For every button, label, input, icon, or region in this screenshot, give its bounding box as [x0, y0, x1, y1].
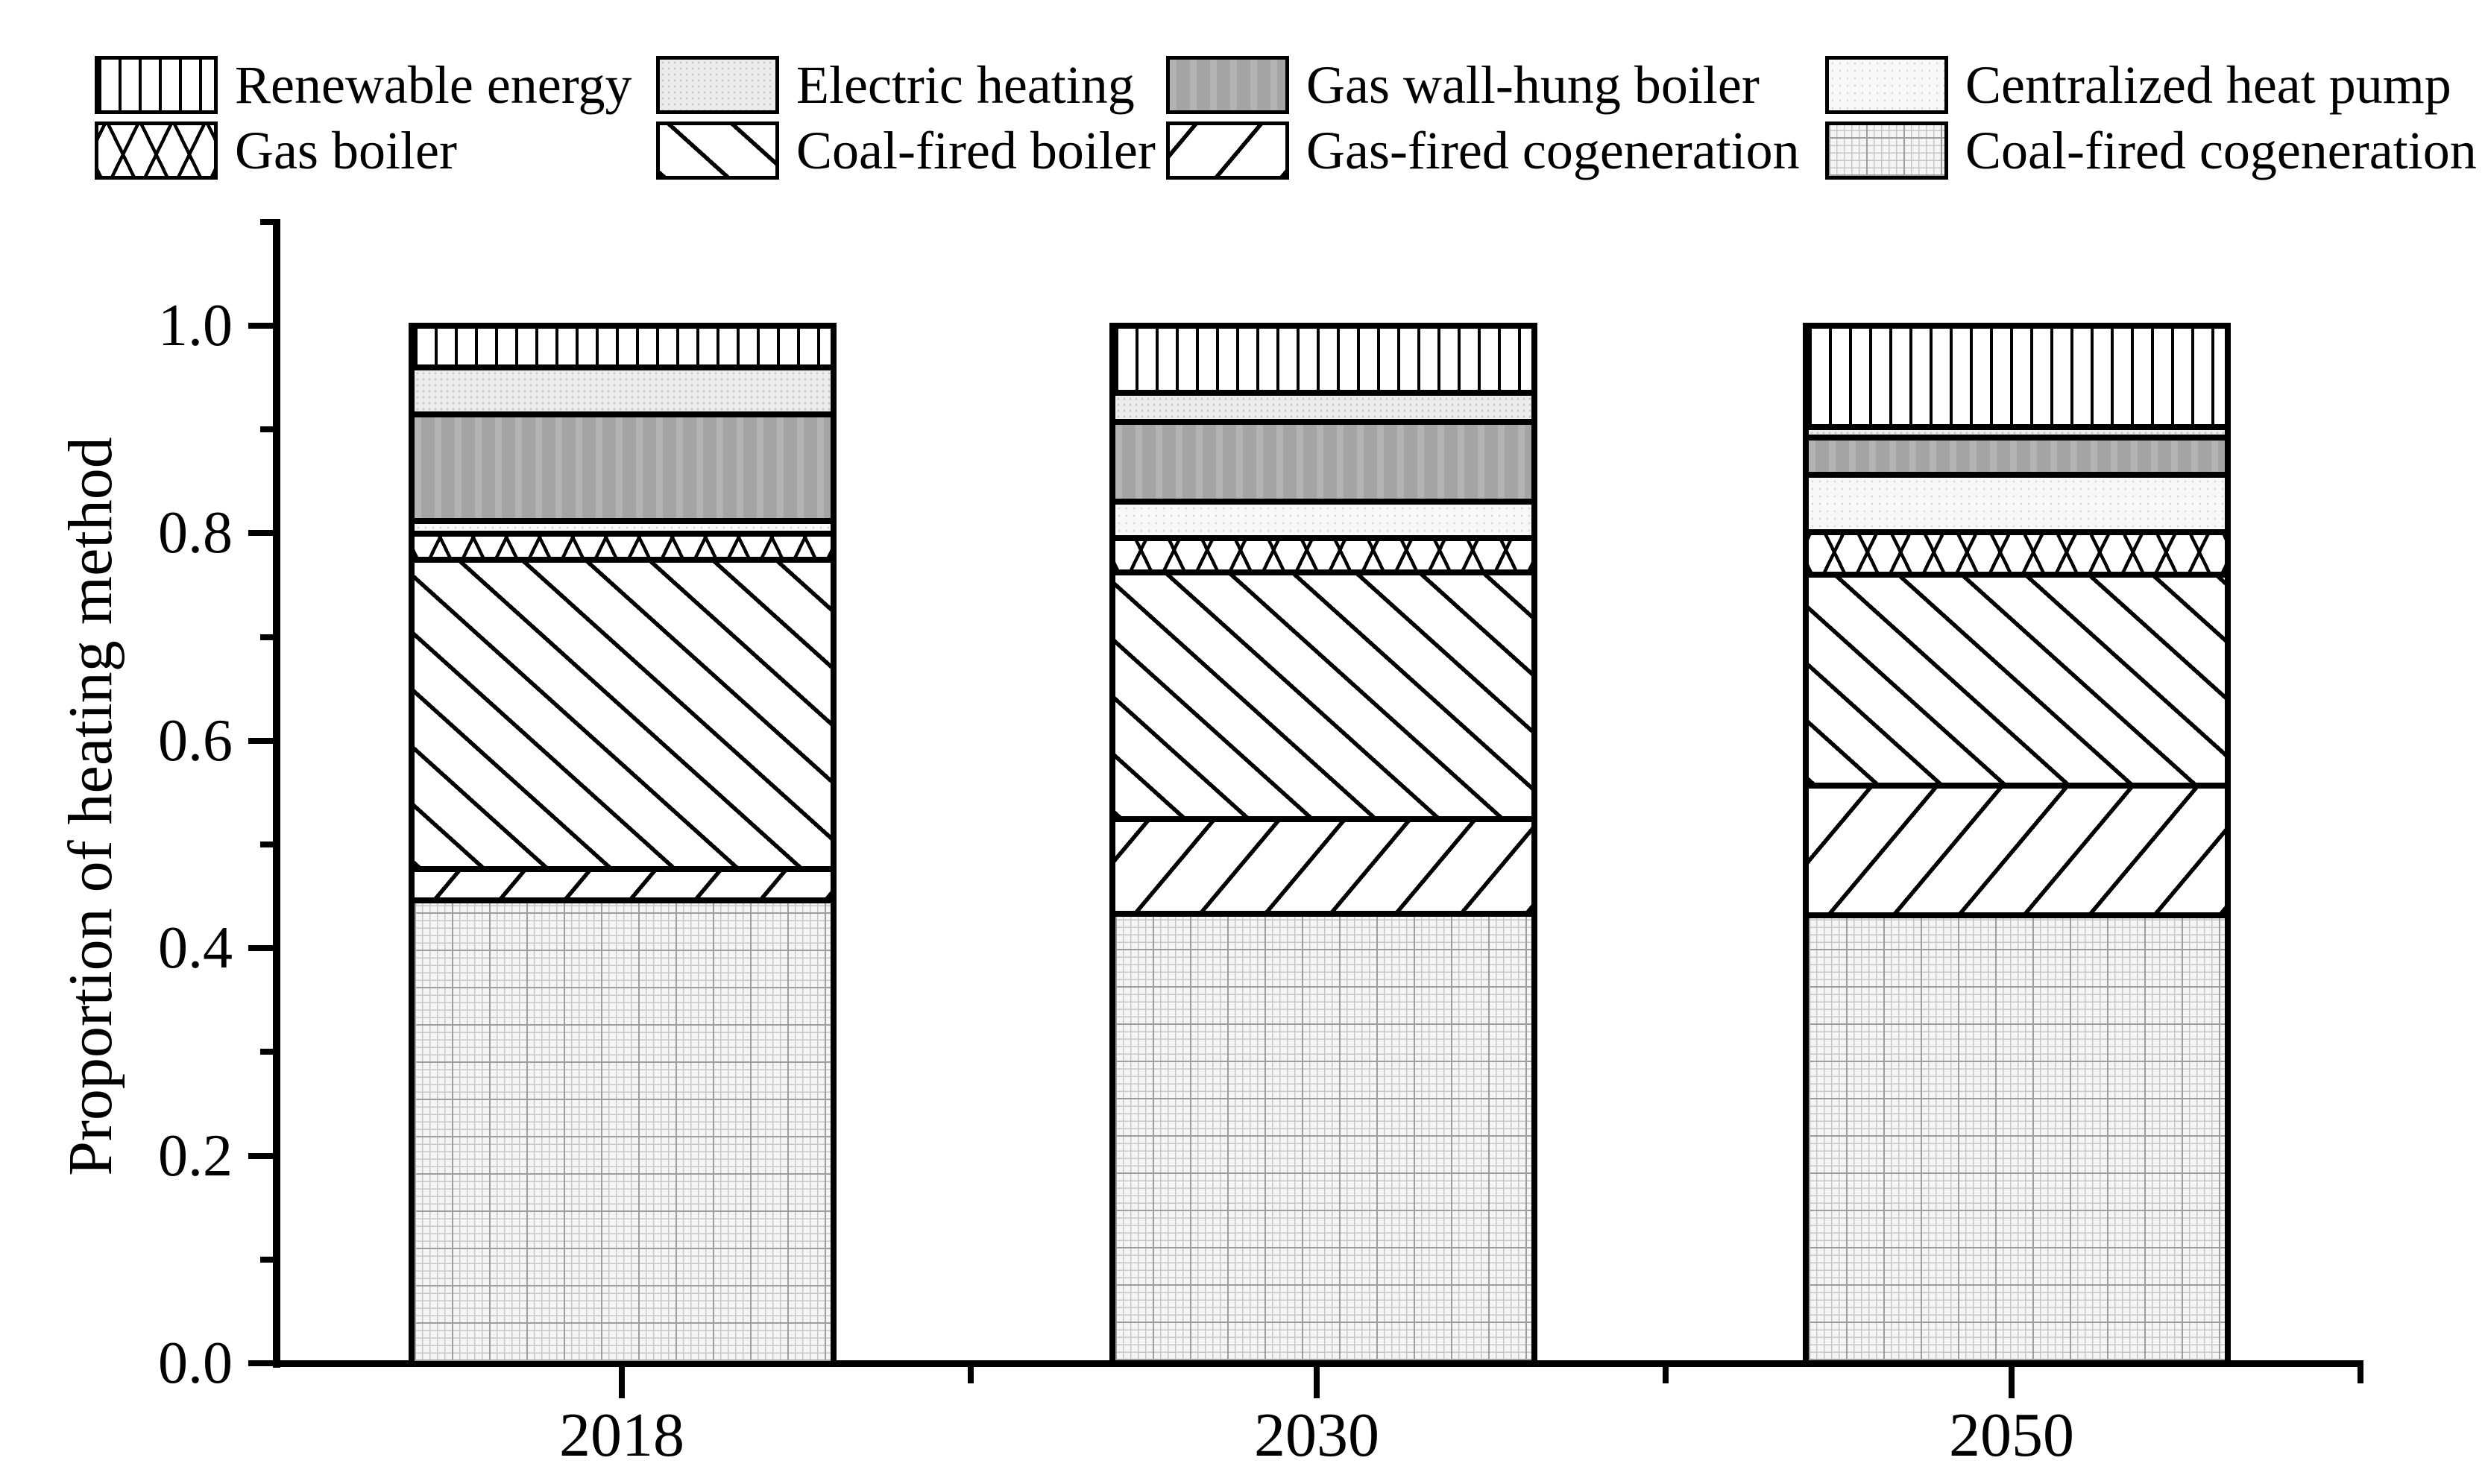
- legend-swatch-solid-medium-gray: [1166, 56, 1289, 114]
- stacked-bar-2050: [1803, 323, 2231, 1366]
- bar-segment: [1806, 786, 2228, 915]
- x-minor-tick: [1663, 1367, 1669, 1383]
- x-major-tick: [619, 1367, 625, 1398]
- bar-segment: [1806, 475, 2228, 532]
- x-tick-label: 2030: [1254, 1401, 1379, 1470]
- y-tick-label: 0.2: [158, 1123, 233, 1189]
- legend-item-label: Centralized heat pump: [1965, 55, 2451, 115]
- bar-segment: [1112, 502, 1534, 538]
- y-tick-label: 0.6: [158, 707, 233, 774]
- legend-item-label: Coal-fired boiler: [796, 121, 1156, 180]
- legend-swatch-backslash-hatch: [656, 121, 779, 180]
- x-major-tick: [2009, 1367, 2015, 1398]
- bar-segment: [412, 521, 834, 534]
- x-minor-tick: [2358, 1367, 2363, 1383]
- legend-item-label: Electric heating: [796, 55, 1135, 115]
- legend-item-label: Coal-fired cogeneration: [1965, 121, 2477, 180]
- bar-segment: [1112, 572, 1534, 819]
- stacked-bar-2030: [1109, 323, 1537, 1366]
- y-minor-tick: [260, 218, 274, 225]
- x-major-tick: [1314, 1367, 1320, 1398]
- y-major-tick: [248, 530, 274, 537]
- y-major-tick: [248, 1360, 274, 1366]
- legend-swatch-vertical-stripes: [95, 56, 218, 114]
- bar-segment: [412, 326, 834, 367]
- bar-segment: [412, 869, 834, 900]
- y-minor-tick: [260, 842, 274, 847]
- bar-segment: [1806, 575, 2228, 786]
- legend-swatch-light-gray-dots: [656, 56, 779, 114]
- legend-swatch-sparse-dots-white: [1825, 56, 1948, 114]
- bar-segment: [1112, 819, 1534, 914]
- legend-item-label: Renewable energy: [235, 55, 632, 115]
- bar-segment: [1806, 532, 2228, 575]
- y-major-tick: [248, 945, 274, 952]
- bar-segment: [412, 534, 834, 560]
- x-tick-label: 2050: [1949, 1401, 2074, 1470]
- bar-segment: [412, 414, 834, 521]
- legend-swatch-fine-grid: [1825, 121, 1948, 180]
- bar-segment: [1112, 422, 1534, 502]
- y-tick-label: 1.0: [158, 293, 233, 359]
- bar-segment: [412, 367, 834, 414]
- y-axis-title: Proportion of heating method: [56, 437, 125, 1176]
- y-minor-tick: [260, 634, 274, 640]
- bar-segment: [1112, 393, 1534, 422]
- bar-segment: [1806, 326, 2228, 427]
- bar-segment: [1806, 438, 2228, 475]
- bar-segment: [1112, 914, 1534, 1363]
- x-minor-tick: [968, 1367, 974, 1383]
- stacked-bar-2018: [409, 323, 837, 1366]
- y-minor-tick: [260, 426, 274, 433]
- bar-segment: [412, 900, 834, 1364]
- bar-segment: [1112, 326, 1534, 393]
- bar-segment: [1806, 427, 2228, 438]
- y-tick-label: 0.8: [158, 500, 233, 566]
- y-major-tick: [248, 1152, 274, 1159]
- bar-segment: [1112, 538, 1534, 572]
- legend-swatch-diamond-crosshatch: [95, 121, 218, 180]
- y-minor-tick: [260, 1049, 274, 1055]
- y-tick-label: 0.4: [158, 915, 233, 982]
- y-tick-label: 0.0: [158, 1330, 233, 1396]
- x-tick-label: 2018: [559, 1401, 684, 1470]
- bar-segment: [412, 560, 834, 869]
- bar-segment: [1806, 915, 2228, 1363]
- y-major-tick: [248, 737, 274, 744]
- legend-swatch-slash-hatch: [1166, 121, 1289, 180]
- legend-item-label: Gas-fired cogeneration: [1306, 121, 1800, 180]
- legend-item-label: Gas wall-hung boiler: [1306, 55, 1760, 115]
- legend-item-label: Gas boiler: [235, 121, 457, 180]
- y-major-tick: [248, 323, 274, 329]
- y-axis-spine: [273, 219, 280, 1368]
- y-minor-tick: [260, 1256, 274, 1263]
